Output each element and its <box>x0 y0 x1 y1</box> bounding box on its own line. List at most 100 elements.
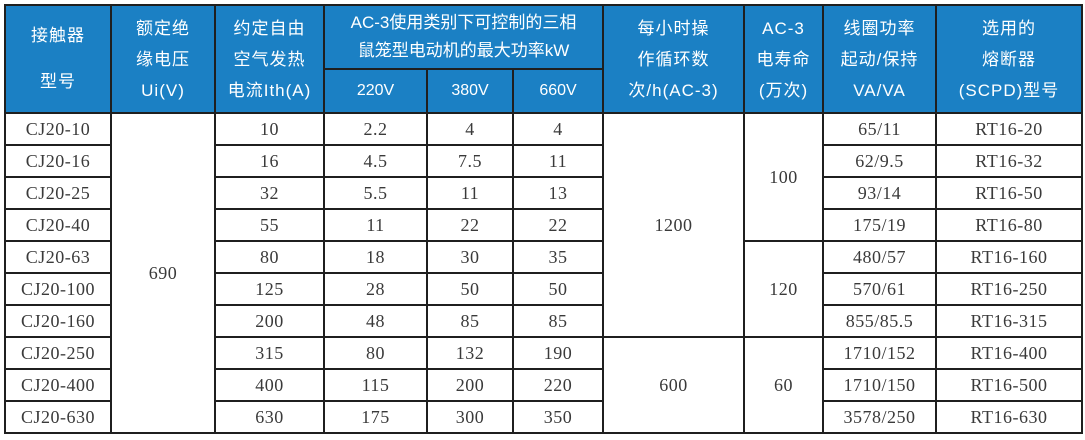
kw-380v-cell: 85 <box>426 304 514 338</box>
table-row: CJ20-250 315 80 132 190 600 60 1710/152 RT16-400 <box>4 336 1084 434</box>
fuse-model-cell: RT16-400 <box>935 336 1084 370</box>
kw-220v-cell: 2.2 <box>323 112 428 146</box>
kw-660v-cell: 4 <box>511 112 605 146</box>
table-row: CJ20-25 32 5.5 11 13 93/14 RT16-50 <box>4 176 1084 210</box>
fuse-model-cell: RT16-630 <box>935 400 1084 434</box>
header-label: 次/h(AC-3) <box>628 80 719 100</box>
fuse-model-cell: RT16-500 <box>935 368 1084 402</box>
kw-660v-cell: 190 <box>511 336 605 370</box>
kw-660v-cell: 11 <box>511 144 605 178</box>
kw-380v-cell: 4 <box>426 112 514 146</box>
header-label: (SCPD)型号 <box>958 80 1060 100</box>
thermal-current-cell: 32 <box>214 176 325 210</box>
electrical-life-cell: 100 <box>743 112 825 242</box>
kw-220v-cell: 175 <box>323 400 428 434</box>
table-row: CJ20-400 400 115 200 220 1710/150 RT16-500 <box>4 368 1084 402</box>
kw-380v-cell: 7.5 <box>426 144 514 178</box>
coil-power-cell: 175/19 <box>822 208 938 242</box>
kw-660v-cell: 35 <box>511 240 605 274</box>
electrical-life-cell: 120 <box>743 240 825 338</box>
fuse-model-cell: RT16-250 <box>935 272 1084 306</box>
coil-power-cell: 93/14 <box>822 176 938 210</box>
kw-220v-cell: 48 <box>323 304 428 338</box>
thermal-current-cell: 16 <box>214 144 325 178</box>
kw-380v-cell: 300 <box>426 400 514 434</box>
header-label: 每小时操 <box>637 18 710 38</box>
col-header-ac3-max-power: AC-3使用类别下可控制的三相 鼠笼型电动机的最大功率kW <box>322 4 605 70</box>
kw-660v-cell: 220 <box>511 368 605 402</box>
header-label: 空气发热 <box>233 49 306 69</box>
kw-220v-cell: 115 <box>323 368 428 402</box>
kw-380v-cell: 22 <box>426 208 514 242</box>
col-header-380v: 380V <box>426 68 514 114</box>
kw-380v-cell: 11 <box>426 176 514 210</box>
coil-power-cell: 3578/250 <box>822 400 938 434</box>
thermal-current-cell: 125 <box>214 272 325 306</box>
kw-380v-cell: 200 <box>426 368 514 402</box>
fuse-model-cell: RT16-50 <box>935 176 1084 210</box>
header-label: 线圈功率 <box>843 18 916 38</box>
kw-380v-cell: 50 <box>426 272 514 306</box>
kw-220v-cell: 5.5 <box>323 176 428 210</box>
header-label: 约定自由 <box>233 18 306 38</box>
kw-220v-cell: 18 <box>323 240 428 274</box>
col-header-coil-power: 线圈功率 起动/保持 VA/VA <box>822 4 938 114</box>
thermal-current-cell: 55 <box>214 208 325 242</box>
table-header: 接触器 型号 额定绝 缘电压 Ui(V) 约定自由 空气发热 电流Ith(A) … <box>4 4 1084 114</box>
table-row: CJ20-630 630 175 300 350 3578/250 RT16-630 <box>4 400 1084 434</box>
kw-660v-cell: 22 <box>511 208 605 242</box>
table-row: CJ20-160 200 48 85 85 855/85.5 RT16-315 <box>4 304 1084 338</box>
col-header-cycles-per-hour: 每小时操 作循环数 次/h(AC-3) <box>602 4 746 114</box>
contactor-spec-table: 接触器 型号 额定绝 缘电压 Ui(V) 约定自由 空气发热 电流Ith(A) … <box>4 4 1084 434</box>
col-header-220v: 220V <box>323 68 428 114</box>
model-cell: CJ20-400 <box>4 368 112 402</box>
kw-220v-cell: 4.5 <box>323 144 428 178</box>
table-row: CJ20-63 80 18 30 35 120 480/57 RT16-160 <box>4 240 1084 338</box>
header-label: 型号 <box>40 72 76 91</box>
header-label: 电寿命 <box>756 49 811 69</box>
table-row: CJ20-100 125 28 50 50 570/61 RT16-250 <box>4 272 1084 306</box>
col-header-660v: 660V <box>511 68 605 114</box>
coil-power-cell: 1710/150 <box>822 368 938 402</box>
thermal-current-cell: 400 <box>214 368 325 402</box>
kw-660v-cell: 50 <box>511 272 605 306</box>
cycles-per-hour-cell: 600 <box>602 336 746 434</box>
thermal-current-cell: 315 <box>214 336 325 370</box>
fuse-model-cell: RT16-80 <box>935 208 1084 242</box>
electrical-life-cell: 60 <box>743 336 825 434</box>
header-label: (万次) <box>758 80 809 100</box>
header-label: 起动/保持 <box>840 49 919 69</box>
table-row: CJ20-10 690 10 2.2 4 4 1200 100 65/11 RT16-20 <box>4 112 1084 434</box>
model-cell: CJ20-16 <box>4 144 112 178</box>
model-cell: CJ20-160 <box>4 304 112 338</box>
col-header-electrical-life: AC-3 电寿命 (万次) <box>743 4 825 114</box>
col-header-thermal-current: 约定自由 空气发热 电流Ith(A) <box>214 4 325 114</box>
model-cell: CJ20-63 <box>4 240 112 274</box>
col-header-contactor-model: 接触器 型号 <box>4 4 112 114</box>
fuse-model-cell: RT16-20 <box>935 112 1084 146</box>
model-cell: CJ20-250 <box>4 336 112 370</box>
kw-220v-cell: 80 <box>323 336 428 370</box>
kw-660v-cell: 85 <box>511 304 605 338</box>
col-header-fuse-model: 选用的 熔断器 (SCPD)型号 <box>935 4 1084 114</box>
header-label: 作循环数 <box>637 49 710 69</box>
header-label: 额定绝 <box>136 18 190 38</box>
thermal-current-cell: 10 <box>214 112 325 146</box>
fuse-model-cell: RT16-315 <box>935 304 1084 338</box>
header-label: AC-3 <box>762 18 805 38</box>
kw-220v-cell: 11 <box>323 208 428 242</box>
header-label: AC-3使用类别下可控制的三相 <box>350 13 577 32</box>
kw-380v-cell: 30 <box>426 240 514 274</box>
model-cell: CJ20-630 <box>4 400 112 434</box>
coil-power-cell: 570/61 <box>822 272 938 306</box>
fuse-model-cell: RT16-32 <box>935 144 1084 178</box>
model-cell: CJ20-10 <box>4 112 112 146</box>
header-label: 熔断器 <box>982 49 1037 69</box>
kw-380v-cell: 132 <box>426 336 514 370</box>
header-label: 选用的 <box>982 18 1037 38</box>
header-label: 接触器 <box>31 26 85 45</box>
header-label: 缘电压 <box>136 49 190 69</box>
kw-660v-cell: 13 <box>511 176 605 210</box>
table-row: CJ20-40 55 11 22 22 175/19 RT16-80 <box>4 208 1084 242</box>
header-label: VA/VA <box>853 80 906 100</box>
